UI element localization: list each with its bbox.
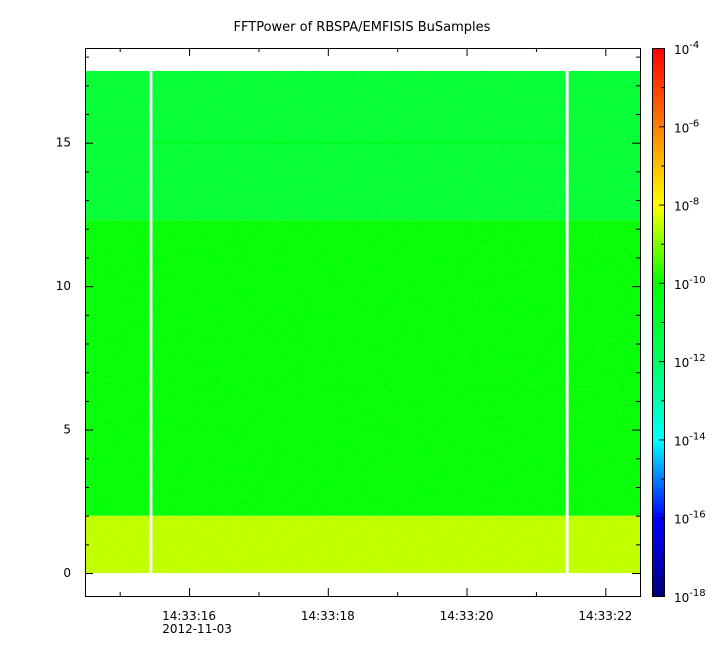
colorbar-tick-label: 10-6 [674, 118, 699, 135]
data-gap-line [565, 70, 569, 574]
data-gap-line [149, 70, 153, 574]
colorbar-gradient [652, 48, 665, 597]
x-tick-label: 14:33:22 [578, 609, 632, 623]
x-tick-label: 14:33:16 [162, 609, 216, 623]
data-gaps [149, 70, 569, 574]
plot-area [85, 48, 641, 597]
colorbar-tick-label: 10-10 [674, 275, 706, 292]
x-tick-label: 14:33:18 [301, 609, 355, 623]
colorbar-tick-label: 10-12 [674, 353, 706, 370]
plot-frame [85, 48, 641, 597]
y-axis: 0 5 10 15 [56, 56, 640, 580]
spectrogram-bands [86, 70, 640, 574]
y-tick-label: 0 [63, 566, 71, 580]
colorbar-tick-label: 10-18 [674, 588, 706, 605]
band-texture [86, 70, 640, 221]
x-tick-label: 14:33:20 [440, 609, 494, 623]
y-tick-label: 15 [56, 136, 71, 150]
band-texture [86, 220, 640, 516]
chart-title: FFTPower of RBSPA/EMFISIS BuSamples [234, 20, 491, 35]
band-texture [86, 515, 640, 574]
colorbar-tick-label: 10-14 [674, 431, 706, 448]
colorbar-tick-label: 10-4 [674, 40, 699, 57]
colorbar-tick-label: 10-16 [674, 510, 706, 527]
x-axis-date-label: 2012-11-03 [162, 622, 232, 636]
colorbar-tick-label: 10-8 [674, 197, 699, 214]
y-tick-label: 5 [63, 423, 71, 437]
colorbar-ticks: 10-4 10-6 10-8 10-10 10-12 10-14 10-16 10-18 [659, 40, 706, 605]
y-tick-label: 10 [56, 279, 71, 293]
x-axis: 14:33:16 14:33:18 14:33:20 14:33:22 [119, 48, 632, 623]
colorbar: 10-4 10-6 10-8 10-10 10-12 10-14 10-16 10-18 [652, 40, 706, 605]
